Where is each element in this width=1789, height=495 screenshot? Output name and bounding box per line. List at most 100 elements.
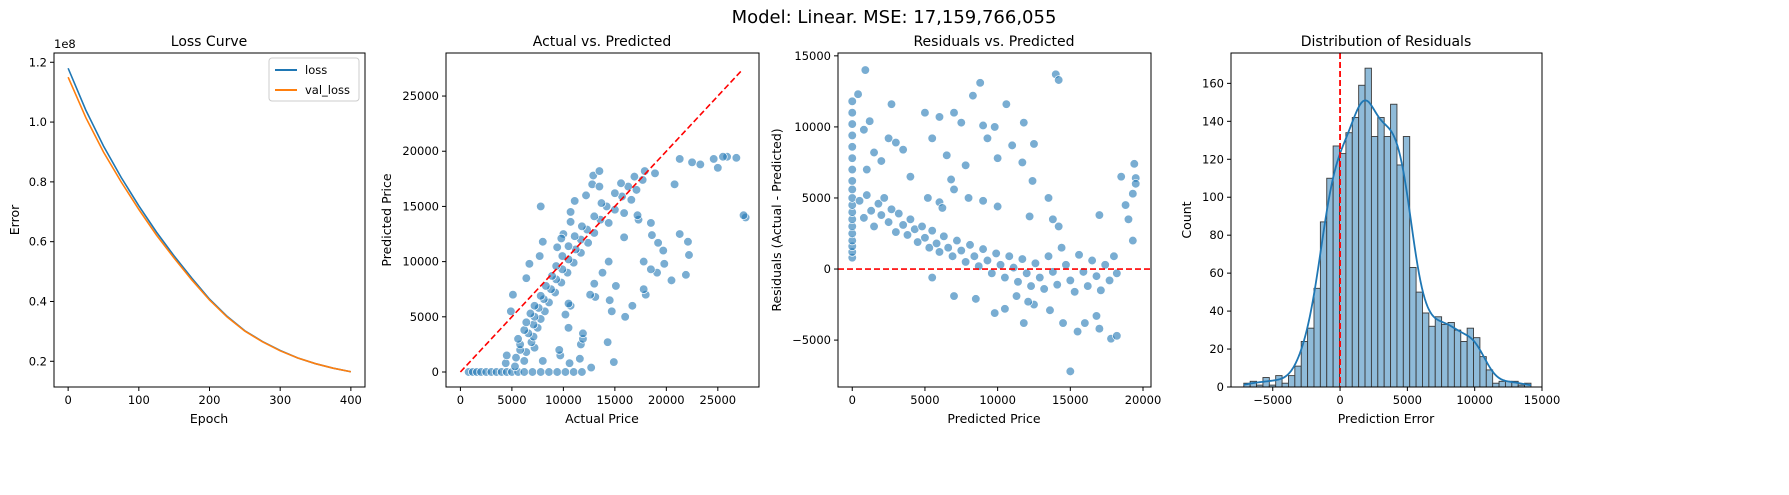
- y-tick-label: 0.4: [29, 294, 47, 308]
- scatter-point: [1013, 277, 1023, 287]
- scatter-point: [521, 273, 531, 283]
- scatter-point: [556, 233, 566, 244]
- scatter-point: [991, 248, 1001, 259]
- scatter-point: [607, 306, 617, 316]
- scatter-point: [731, 153, 741, 163]
- scatter-point: [604, 218, 614, 228]
- scatter-point: [931, 238, 942, 249]
- histogram-bar: [1358, 84, 1366, 387]
- scatter-point: [978, 120, 988, 131]
- scatter-point: [502, 350, 512, 361]
- scatter-point: [995, 260, 1006, 270]
- scatter-point: [1083, 281, 1093, 291]
- scatter-point: [934, 247, 945, 257]
- scatter-point: [1087, 255, 1097, 266]
- scatter-point: [619, 208, 629, 218]
- histogram-bar: [1415, 291, 1423, 387]
- scatter-point: [992, 201, 1003, 212]
- scatter-point: [1129, 159, 1139, 169]
- scatter-point: [963, 193, 974, 203]
- scatter-point: [1019, 117, 1029, 128]
- scatter-point: [859, 213, 869, 223]
- y-tick-label: 0: [1217, 380, 1224, 394]
- histogram-bar: [1275, 375, 1283, 387]
- scatter-point: [1023, 297, 1033, 307]
- scatter-point: [949, 291, 959, 301]
- y-tick-label: 0.8: [29, 175, 47, 189]
- scatter-point: [639, 256, 649, 267]
- y-axis-label: Count: [1179, 201, 1194, 238]
- scatter-point: [552, 367, 562, 377]
- x-axis-label: Epoch: [190, 411, 228, 426]
- scatter-point: [879, 193, 889, 203]
- scatter-point: [927, 226, 937, 236]
- scatter-point: [987, 268, 997, 278]
- scatter-point: [610, 188, 620, 198]
- y-tick-label: 10000: [794, 120, 831, 134]
- scatter-point: [847, 108, 857, 118]
- scatter-point: [978, 244, 988, 254]
- y-tick-label: 20000: [402, 144, 439, 158]
- histogram-bar: [1390, 103, 1398, 387]
- scatter-point: [586, 362, 596, 373]
- scatter-point: [585, 290, 595, 300]
- scatter-point: [1058, 318, 1068, 328]
- scatter-point: [709, 154, 719, 164]
- histogram-bar: [1351, 117, 1360, 387]
- scatter-point: [581, 190, 591, 201]
- x-tick-label: 5000: [497, 393, 526, 407]
- y-tick-label: 20: [1209, 342, 1224, 356]
- scatter-point: [965, 240, 975, 250]
- scatter-point: [524, 259, 535, 269]
- scatter-point: [589, 211, 599, 222]
- scatter-point: [611, 281, 621, 291]
- scatter-point: [639, 284, 649, 294]
- axes-frame: [837, 52, 1152, 388]
- scatter-point: [859, 125, 869, 135]
- scatter-point: [876, 210, 886, 220]
- x-tick-label: 0: [457, 393, 464, 407]
- scatter-point: [854, 196, 865, 206]
- axes-frame: [445, 52, 760, 388]
- scatter-point: [905, 214, 916, 224]
- scatter-point: [631, 185, 642, 195]
- axes-frame: [53, 52, 366, 388]
- scatter-point: [653, 238, 663, 248]
- scatter-point: [956, 117, 966, 128]
- scatter-point: [862, 164, 872, 175]
- scatter-point: [647, 230, 657, 240]
- y-tick-label: 15000: [794, 49, 831, 63]
- scatter-point: [565, 217, 576, 227]
- scatter-point: [939, 231, 949, 241]
- axes-frame: [1230, 52, 1543, 388]
- scatter-point: [1109, 251, 1119, 261]
- x-tick-label: −5000: [1253, 393, 1292, 407]
- histogram-bar: [1511, 380, 1519, 387]
- scatter-point: [594, 181, 605, 192]
- scatter-point: [538, 356, 548, 366]
- scatter-point: [1001, 99, 1011, 109]
- legend-label: loss: [305, 63, 327, 77]
- x-tick-label: 200: [199, 393, 221, 407]
- scatter-point: [527, 367, 538, 377]
- scatter-point: [847, 164, 857, 175]
- scatter-point: [627, 301, 638, 311]
- scatter-point: [990, 308, 1000, 318]
- figure-title: Model: Linear. MSE: 17,159,766,055: [732, 7, 1057, 28]
- y-axis-label: Error: [7, 204, 22, 235]
- histogram-bar: [1409, 266, 1417, 387]
- scatter-point: [659, 259, 669, 269]
- scatter-point: [937, 203, 948, 213]
- scatter-point: [947, 251, 958, 261]
- plot-area: [1243, 53, 1532, 387]
- scatter-point: [847, 119, 857, 129]
- x-axis-label: Prediction Error: [1338, 411, 1435, 426]
- scatter-point: [519, 325, 529, 335]
- histogram-bar: [1396, 164, 1404, 387]
- scatter-point: [602, 337, 613, 347]
- scatter-point: [525, 308, 536, 319]
- scatter-point: [898, 220, 908, 230]
- scatter-point: [563, 323, 574, 333]
- x-tick-label: 20000: [1125, 393, 1162, 407]
- scatter-point: [609, 357, 619, 367]
